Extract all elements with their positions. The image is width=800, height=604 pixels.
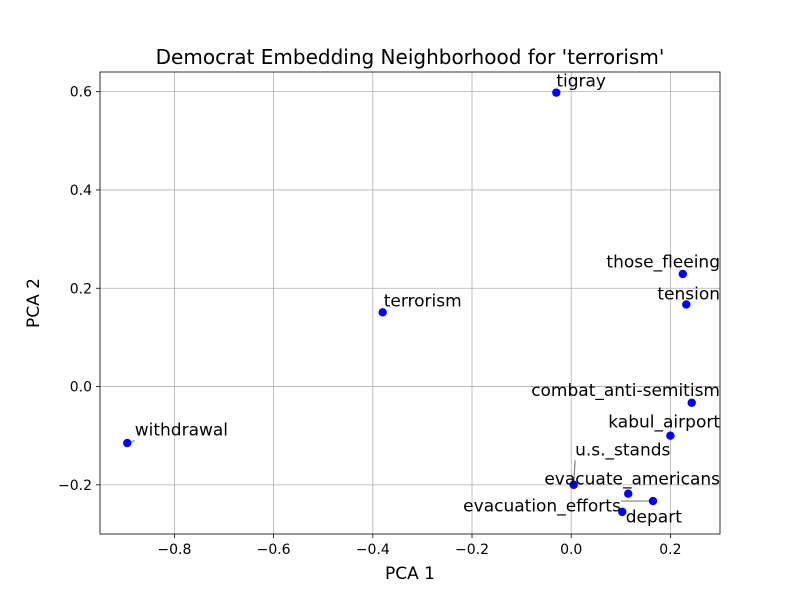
data-point [618, 507, 627, 517]
x-tick-label: −0.8 [157, 542, 191, 558]
data-point [378, 308, 387, 317]
data-point [666, 431, 675, 440]
point-label: withdrawal [135, 421, 228, 441]
x-tick-label: 0.2 [659, 542, 681, 558]
x-axis-label: PCA 1 [385, 564, 435, 584]
y-axis-label: PCA 2 [24, 278, 44, 328]
y-tick-label: −0.2 [58, 478, 92, 494]
chart-title: Democrat Embedding Neighborhood for 'ter… [156, 45, 665, 69]
grid [100, 72, 720, 534]
point-label: kabul_airport [608, 412, 720, 432]
x-tick-label: −0.2 [455, 542, 489, 558]
y-tick-label: 0.4 [70, 183, 92, 199]
x-tick-label: −0.6 [257, 542, 291, 558]
y-tick-label: 0.0 [70, 380, 92, 396]
data-point [123, 438, 132, 448]
data-point [687, 398, 696, 407]
point-label: depart [626, 508, 682, 528]
data-point [678, 269, 687, 279]
y-tick-label: 0.2 [70, 281, 92, 297]
data-point [569, 480, 578, 490]
data-points [123, 88, 696, 517]
y-tick-label: 0.6 [70, 85, 92, 101]
point-label: evacuation_efforts [463, 496, 621, 516]
x-tick-label: −0.4 [356, 542, 390, 558]
plot-area-frame [99, 71, 721, 535]
axis-ticks: −0.8 −0.6 −0.4 −0.2 0.0 0.2 −0.2 0.0 0.2 0.4 0.6 [58, 85, 682, 558]
data-point [624, 489, 633, 498]
point-label: evacuate_americans [544, 469, 720, 489]
point-label: tigray [556, 72, 606, 92]
data-point [648, 496, 658, 506]
data-point [552, 88, 561, 97]
point-label: combat_anti-semitism [531, 381, 720, 401]
point-label: tension [657, 285, 720, 305]
point-label: terrorism [384, 291, 462, 311]
point-label: u.s._stands [575, 440, 670, 460]
data-point [682, 300, 691, 309]
point-label: those_fleeing [606, 253, 720, 273]
x-tick-label: 0.0 [560, 542, 582, 558]
